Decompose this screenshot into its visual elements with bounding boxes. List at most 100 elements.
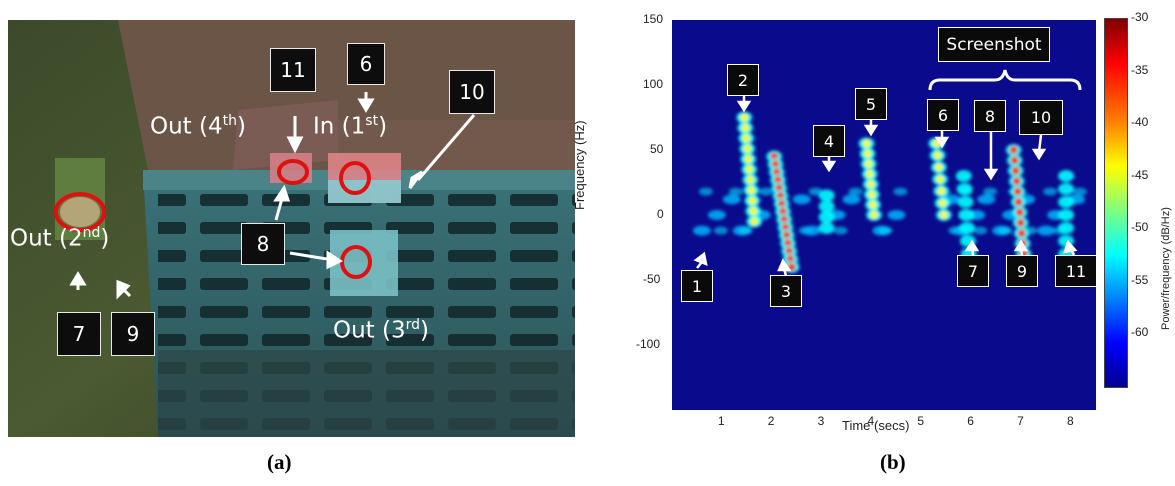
spectrogram-blob: [746, 175, 755, 184]
spectrogram-blob: [893, 187, 908, 196]
circle-in-1st: [339, 161, 371, 195]
colorbar-tick-label: -50: [1131, 220, 1149, 235]
spectrogram-blob: [887, 210, 906, 220]
spectrogram-blob: [998, 226, 1013, 235]
spectrogram-blob: [1018, 239, 1027, 248]
y-tick-label: 50: [650, 142, 664, 156]
colorbar-tick-label: -35: [1131, 62, 1149, 77]
box-8: 8: [241, 223, 285, 265]
spectrogram-blob: [692, 225, 711, 236]
spectrogram-blob: [742, 134, 751, 143]
spectrogram-blob: [937, 187, 946, 196]
spectrogram-blob: [758, 187, 773, 196]
spec-box-2: 2: [727, 64, 759, 96]
spectrogram-blob: [698, 187, 713, 196]
y-tick-label: -100: [636, 337, 661, 351]
spectrogram-blob: [1058, 183, 1075, 195]
x-tick-label: 2: [767, 414, 775, 428]
spectrogram-blob: [745, 165, 754, 174]
circle-out-2nd: [54, 192, 106, 232]
x-axis-title: Time (secs): [842, 418, 910, 433]
spectrogram-blob: [1037, 225, 1056, 236]
circle-out-4th: [277, 159, 309, 185]
spec-box-3: 3: [770, 275, 802, 307]
spectrogram-blob: [1073, 187, 1088, 196]
screenshot-label: Screenshot: [938, 27, 1050, 62]
circle-out-3rd: [340, 245, 372, 279]
spectrogram-blob: [713, 226, 728, 235]
spectrogram-blob: [743, 144, 752, 153]
spectrogram-blob: [787, 263, 796, 271]
spectrogram-blob: [870, 211, 879, 219]
spectrogram-blob: [1016, 218, 1025, 227]
spectrogram-blob: [973, 226, 988, 235]
spectrogram-blob: [865, 170, 874, 179]
photo-panel-a: Out (4th) In (1st) Out (2nd) Out (3rd) 1…: [8, 20, 575, 437]
spectrogram-blob: [977, 194, 996, 205]
spectrogram-blob: [738, 226, 753, 235]
x-tick-label: 8: [1067, 414, 1074, 428]
y-tick-label: 0: [657, 207, 664, 221]
spectrogram-blob: [750, 217, 759, 226]
colorbar-tick-label: -40: [1131, 115, 1149, 130]
spectrogram-blob: [741, 123, 750, 132]
spectrogram-blob: [864, 159, 873, 168]
spectrogram-blob: [818, 200, 835, 213]
spectrogram-blob: [933, 151, 942, 160]
box-10: 10: [449, 70, 495, 114]
y-axis-title: Frequency (Hz): [572, 120, 587, 210]
spectrogram-blob: [938, 199, 947, 208]
label-out-3rd: Out (3rd): [333, 317, 430, 344]
spectrogram-blob: [1058, 235, 1075, 247]
spectrogram-blob: [958, 209, 975, 221]
spectrogram-blob: [955, 170, 972, 182]
spectrogram-blob: [866, 180, 875, 189]
spectrogram-blob: [932, 139, 941, 148]
spectrogram-blob: [936, 175, 945, 184]
spectrogram-blob: [1058, 209, 1075, 221]
spec-box-1: 1: [681, 270, 713, 302]
colorbar-tick-label: -30: [1131, 10, 1149, 24]
colorbar-tick-label: -60: [1131, 325, 1149, 340]
y-tick-label: -50: [643, 272, 661, 286]
spec-box-7: 7: [957, 255, 989, 287]
colorbar: [1104, 18, 1128, 388]
spectrogram-blob: [707, 210, 726, 220]
spectrogram-blob: [1017, 229, 1026, 238]
spectrogram-blob: [867, 190, 876, 199]
spectrogram-blob: [957, 196, 974, 208]
y-tick-label: 150: [643, 12, 664, 26]
spectrogram-blob: [792, 194, 811, 205]
spec-box-5: 5: [855, 88, 887, 120]
spectrogram-blob: [863, 149, 872, 158]
x-tick-label: 3: [817, 414, 825, 428]
spectrogram-blob: [747, 186, 756, 195]
colorbar-tick-label: -45: [1131, 167, 1149, 182]
box-11: 11: [270, 48, 316, 92]
spectrogram-blob: [1014, 198, 1023, 206]
x-tick-label: 7: [1017, 414, 1024, 428]
spectrogram-blob: [868, 200, 877, 209]
spectrogram-blob: [842, 194, 861, 205]
spectrogram-blob: [1058, 222, 1075, 234]
colorbar-title: Power/frequency (dB/Hz): [1160, 207, 1172, 330]
spectrogram-blob: [818, 222, 835, 234]
box-7: 7: [57, 312, 101, 356]
spectrogram-blob: [833, 226, 848, 235]
spectrogram-blob: [740, 113, 749, 122]
spectrogram-blob: [744, 155, 753, 164]
spectrogram-blob: [818, 189, 835, 202]
spectrogram-blob: [1058, 170, 1075, 182]
spectrogram-blob: [939, 211, 948, 219]
spectrogram-blob: [878, 226, 893, 235]
x-tick-label: 4: [867, 414, 875, 428]
spectrogram-blob: [1013, 187, 1022, 196]
label-out-2nd: Out (2nd): [10, 225, 110, 252]
spectrogram-blob: [802, 225, 821, 236]
label-in-1st: In (1st): [313, 113, 388, 140]
spectrogram-blob: [956, 183, 973, 195]
spectrogram-blob: [983, 187, 998, 196]
spectrogram-blob: [1043, 187, 1058, 196]
spectrogram-blob: [1015, 208, 1024, 217]
spectrogram-blob: [818, 211, 835, 224]
